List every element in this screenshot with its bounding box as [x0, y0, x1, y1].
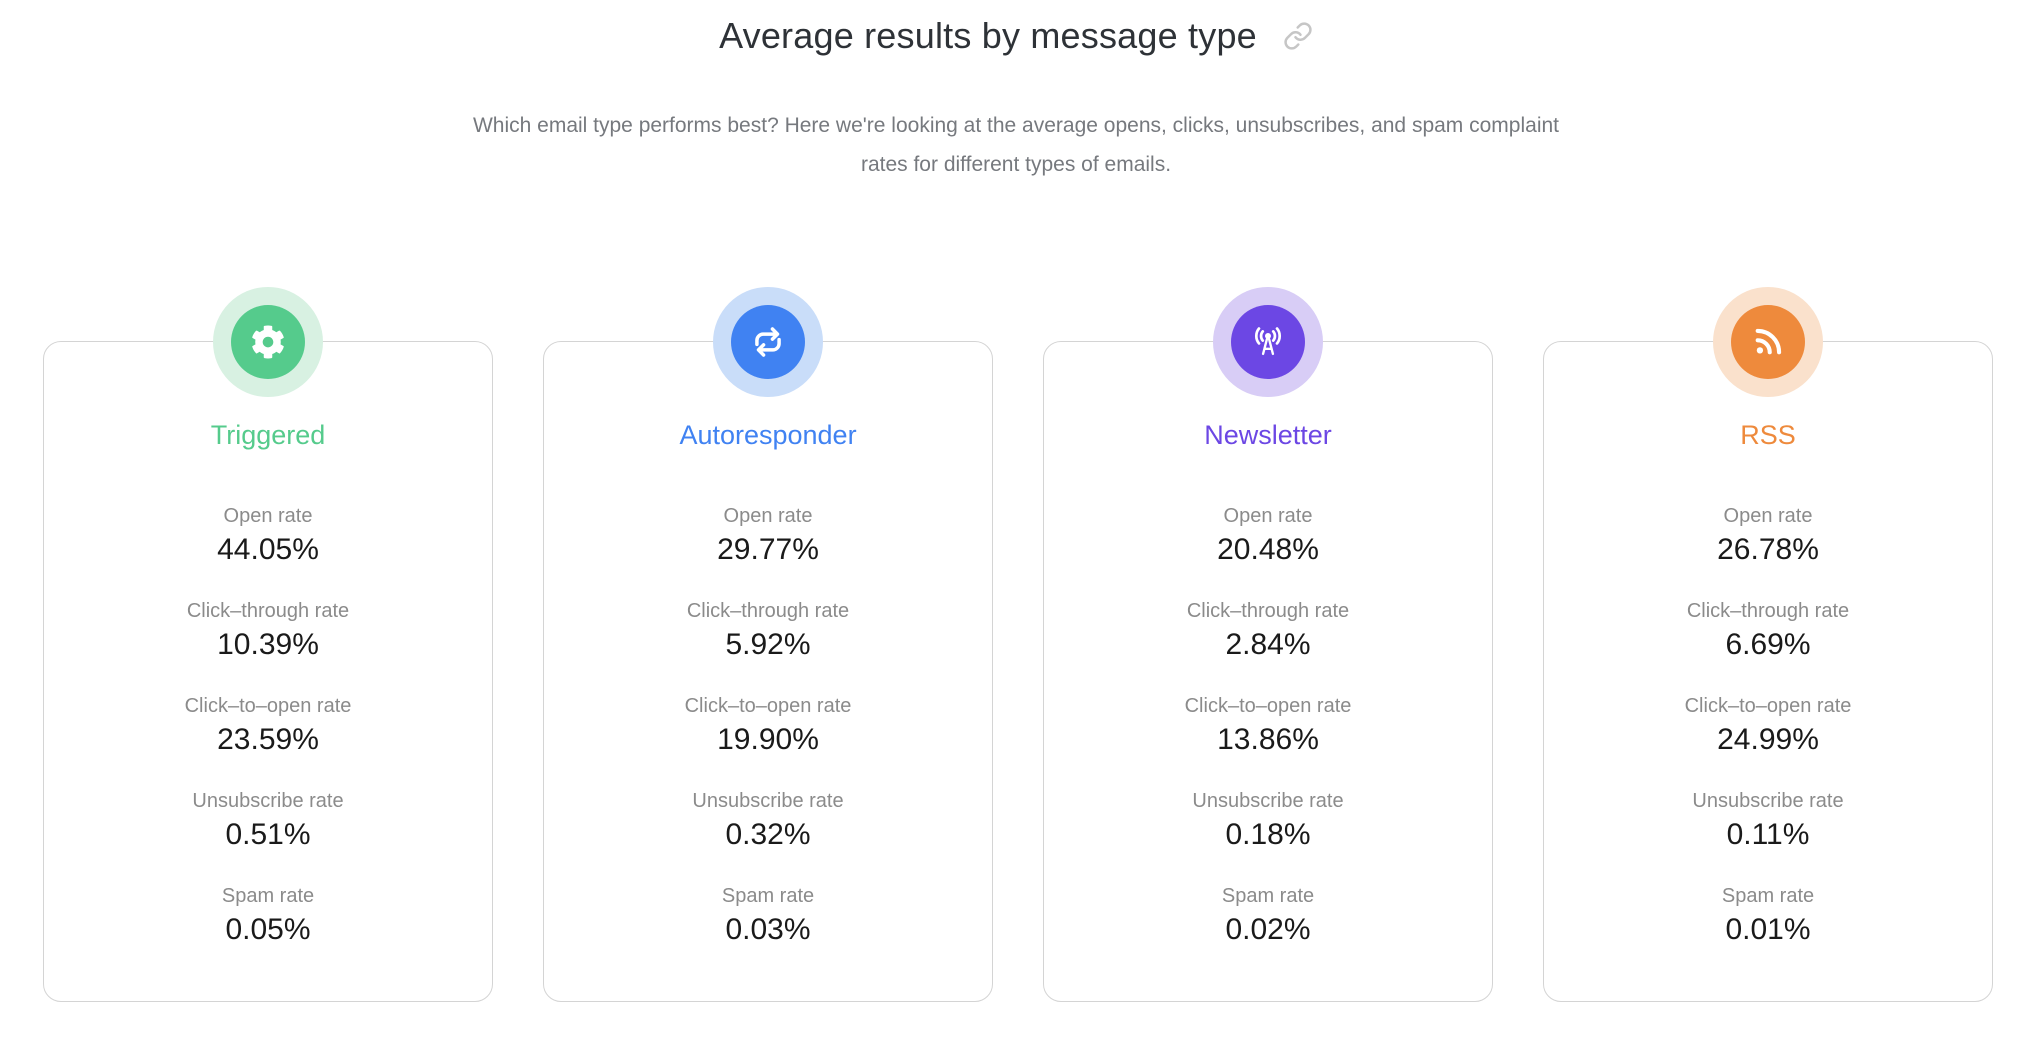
metric-label: Click–to–open rate	[184, 695, 352, 717]
metric-value: 2.84%	[1225, 628, 1311, 661]
metric-row: Click–to–open rate 19.90%	[544, 693, 992, 759]
metric-value: 10.39%	[217, 628, 319, 661]
broadcast-icon	[1213, 287, 1323, 397]
metric-value: 6.69%	[1725, 628, 1811, 661]
metric-row: Open rate 26.78%	[1544, 503, 1992, 569]
metrics-list: Open rate 20.48% Click–through rate 2.84% Cl…	[1044, 503, 1492, 949]
metric-value: 5.92%	[725, 628, 811, 661]
metric-row: Spam rate 0.01%	[1544, 883, 1992, 949]
metric-label: Click–to–open rate	[1684, 695, 1852, 717]
metric-value: 19.90%	[717, 723, 819, 756]
metric-value: 29.77%	[717, 533, 819, 566]
metric-row: Click–to–open rate 23.59%	[44, 693, 492, 759]
metric-value: 44.05%	[217, 533, 319, 566]
metric-value: 0.32%	[725, 818, 811, 851]
metric-value: 0.11%	[1726, 818, 1810, 851]
metric-row: Click–through rate 2.84%	[1044, 598, 1492, 664]
metric-row: Unsubscribe rate 0.18%	[1044, 788, 1492, 854]
metric-label: Spam rate	[1221, 885, 1315, 907]
icon-bubble	[231, 305, 305, 379]
icon-bubble	[731, 305, 805, 379]
page-title: Average results by message type	[719, 15, 1257, 56]
metric-row: Unsubscribe rate 0.32%	[544, 788, 992, 854]
metric-row: Open rate 44.05%	[44, 503, 492, 569]
metric-row: Click–through rate 5.92%	[544, 598, 992, 664]
metric-value: 23.59%	[217, 723, 319, 756]
metric-row: Spam rate 0.02%	[1044, 883, 1492, 949]
metric-row: Click–to–open rate 24.99%	[1544, 693, 1992, 759]
metric-label: Click–to–open rate	[684, 695, 852, 717]
metric-row: Open rate 29.77%	[544, 503, 992, 569]
metric-label: Click–through rate	[186, 600, 350, 622]
metric-row: Unsubscribe rate 0.51%	[44, 788, 492, 854]
metric-value: 26.78%	[1717, 533, 1819, 566]
card-autoresponder: Autoresponder Open rate 29.77% Click–throug…	[543, 287, 993, 1002]
page-subtitle: Which email type performs best? Here we'…	[472, 114, 1560, 176]
metric-value: 0.05%	[225, 913, 311, 946]
card-title: RSS	[1740, 420, 1796, 450]
metric-label: Unsubscribe rate	[1692, 790, 1844, 812]
metric-label: Spam rate	[721, 885, 815, 907]
metric-label: Open rate	[1723, 505, 1813, 527]
gear-icon	[213, 287, 323, 397]
metric-label: Spam rate	[221, 885, 315, 907]
metric-row: Unsubscribe rate 0.11%	[1544, 788, 1992, 854]
card-rss: RSS Open rate 26.78% Click–through rate 6.69…	[1543, 287, 1993, 1002]
rss-icon	[1713, 287, 1823, 397]
metric-row: Click–through rate 10.39%	[44, 598, 492, 664]
link-icon[interactable]	[1283, 21, 1313, 51]
metric-label: Open rate	[1223, 505, 1313, 527]
metrics-list: Open rate 26.78% Click–through rate 6.69% Cl…	[1544, 503, 1992, 949]
metric-value: 0.03%	[725, 913, 811, 946]
metric-value: 0.51%	[225, 818, 311, 851]
metrics-list: Open rate 44.05% Click–through rate 10.39% C…	[44, 503, 492, 949]
metric-label: Unsubscribe rate	[1192, 790, 1344, 812]
metric-label: Open rate	[723, 505, 813, 527]
message-type-cards: Triggered Open rate 44.05% Click–through ra…	[43, 287, 1993, 1002]
metric-row: Click–through rate 6.69%	[1544, 598, 1992, 664]
card-title: Triggered	[210, 420, 326, 450]
metric-value: 24.99%	[1717, 723, 1819, 756]
repeat-icon	[713, 287, 823, 397]
metric-label: Open rate	[223, 505, 313, 527]
section-header: Average results by message type Which em…	[0, 0, 2032, 184]
metric-value: 0.01%	[1725, 913, 1811, 946]
card-title: Autoresponder	[679, 420, 857, 450]
metric-label: Click–through rate	[1686, 600, 1850, 622]
icon-bubble	[1231, 305, 1305, 379]
metric-row: Spam rate 0.03%	[544, 883, 992, 949]
metric-value: 0.18%	[1225, 818, 1311, 851]
metric-label: Unsubscribe rate	[692, 790, 844, 812]
metric-label: Click–through rate	[686, 600, 850, 622]
metric-row: Spam rate 0.05%	[44, 883, 492, 949]
icon-bubble	[1731, 305, 1805, 379]
metric-row: Click–to–open rate 13.86%	[1044, 693, 1492, 759]
metric-label: Click–through rate	[1186, 600, 1350, 622]
card-title: Newsletter	[1204, 420, 1332, 450]
metric-label: Unsubscribe rate	[192, 790, 344, 812]
metric-label: Click–to–open rate	[1184, 695, 1352, 717]
metric-value: 13.86%	[1217, 723, 1319, 756]
metric-row: Open rate 20.48%	[1044, 503, 1492, 569]
metrics-list: Open rate 29.77% Click–through rate 5.92% Cl…	[544, 503, 992, 949]
metric-value: 20.48%	[1217, 533, 1319, 566]
card-newsletter: Newsletter Open rate 20.48% Click–through r…	[1043, 287, 1493, 1002]
metric-label: Spam rate	[1721, 885, 1815, 907]
metric-value: 0.02%	[1225, 913, 1311, 946]
card-triggered: Triggered Open rate 44.05% Click–through ra…	[43, 287, 493, 1002]
